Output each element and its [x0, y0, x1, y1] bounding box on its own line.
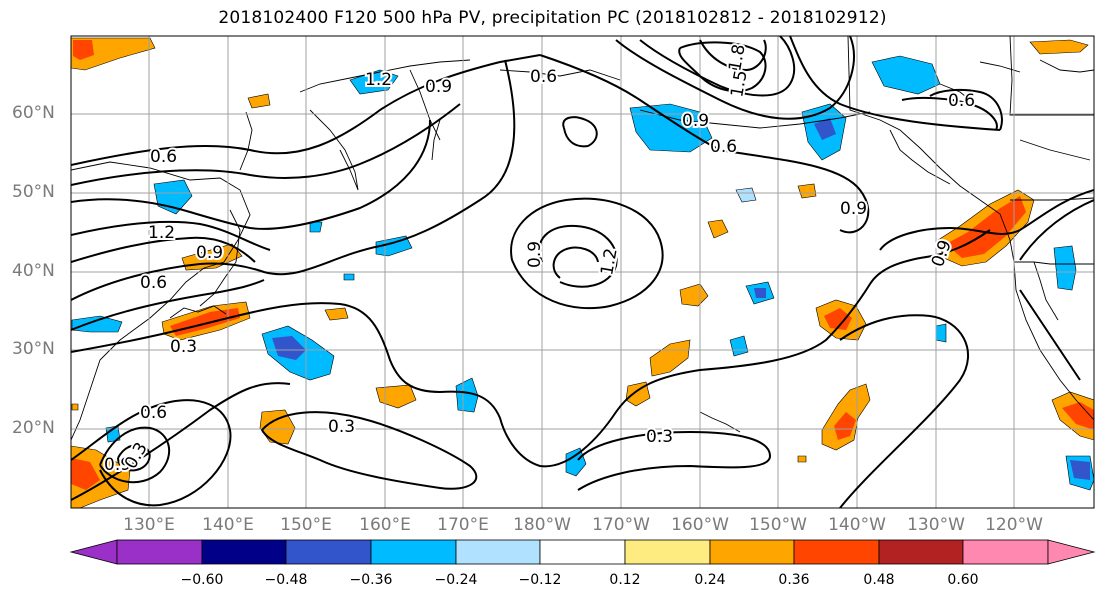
colorbar-tick-label: 0.36	[778, 572, 810, 588]
colorbar-extend-low	[69, 539, 118, 565]
colorbar-segment	[116, 539, 203, 565]
contour-label: 0.3	[170, 337, 197, 357]
contour-label: 1.2	[148, 223, 175, 243]
lon-label: 130°E	[123, 515, 175, 535]
colorbar-segment	[709, 539, 795, 565]
map-title: 2018102400 F120 500 hPa PV, precipitatio…	[218, 8, 887, 28]
colorbar-extend-high	[1047, 539, 1096, 565]
colorbar-segment	[962, 539, 1049, 565]
lat-label: 30°N	[12, 339, 55, 359]
precip-positive-areas	[71, 37, 1094, 508]
colorbar-segment	[624, 539, 711, 565]
coastlines	[71, 36, 1094, 441]
contour-label: 0.6	[150, 147, 177, 167]
precip-negative-areas	[71, 55, 1094, 491]
lat-label: 50°N	[12, 182, 55, 202]
contour-label: 0.9	[104, 455, 131, 475]
lon-label: 170°W	[592, 515, 650, 535]
contour-label: 0.3	[646, 427, 673, 447]
contour-label: 0.6	[710, 137, 737, 157]
lon-label: 160°W	[671, 515, 729, 535]
lat-label: 40°N	[12, 261, 55, 281]
contour-label: 0.6	[140, 273, 167, 293]
contour-label: 0.6	[948, 91, 975, 111]
lon-label: 180°W	[513, 515, 571, 535]
lon-label: 150°E	[280, 515, 332, 535]
lon-label: 140°E	[202, 515, 254, 535]
contour-label: 0.9	[525, 241, 545, 268]
lon-label: 130°W	[907, 515, 965, 535]
contour-label: 0.9	[196, 243, 223, 263]
colorbar-segment	[370, 539, 457, 565]
colorbar-segment	[793, 539, 880, 565]
colorbar-tick-label: 0.24	[694, 572, 726, 588]
lat-label: 60°N	[12, 103, 55, 123]
colorbar-tick-label: 0.48	[863, 572, 895, 588]
colorbar-tick-label: −0.36	[349, 572, 393, 588]
contour-label: 0.9	[425, 77, 452, 97]
colorbar-segment	[539, 539, 626, 565]
lon-label: 120°W	[985, 515, 1043, 535]
colorbar-segment	[455, 539, 541, 565]
colorbar-tick-label: −0.24	[434, 572, 478, 588]
lon-label: 160°E	[359, 515, 411, 535]
colorbar-segment	[878, 539, 964, 565]
lon-label: 150°W	[749, 515, 807, 535]
contour-label: 1.2	[365, 70, 392, 90]
colorbar-tick-label: −0.48	[264, 572, 308, 588]
lon-label: 140°W	[828, 515, 886, 535]
colorbar-tick-label: −0.12	[518, 572, 562, 588]
gridlines	[71, 36, 1094, 508]
lat-label: 20°N	[12, 418, 55, 438]
map-frame	[70, 35, 1095, 509]
contour-label: 0.9	[682, 111, 709, 131]
colorbar-tick-label: 0.12	[609, 572, 641, 588]
lon-label: 170°E	[437, 515, 489, 535]
colorbar-segment	[201, 539, 287, 565]
contour-label: 0.6	[140, 403, 167, 423]
contour-label: 0.3	[328, 417, 355, 437]
colorbar-tick-label: 0.60	[947, 572, 979, 588]
colorbar	[69, 539, 1096, 565]
colorbar-segment	[285, 539, 372, 565]
contour-label: 0.6	[530, 67, 557, 87]
contour-label: 0.9	[840, 199, 867, 219]
pv-contours	[71, 36, 1094, 508]
colorbar-tick-label: −0.60	[180, 572, 224, 588]
